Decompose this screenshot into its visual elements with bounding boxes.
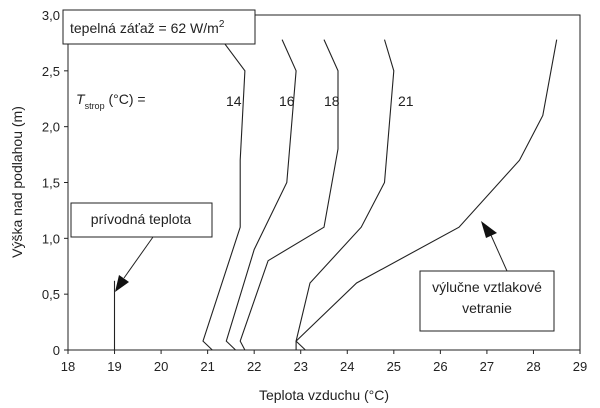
x-axis: 18 19 20 21 22 23 24 25 26 27 28 29 [61, 350, 587, 374]
svg-text:tepelná záťaž = 62 W/m2: tepelná záťaž = 62 W/m2 [70, 19, 225, 36]
x-tick-label: 21 [200, 359, 214, 374]
supply-temp-text: prívodná teplota [91, 211, 192, 227]
t-strop-symbol: T [76, 91, 86, 107]
supply-temp-arrow-line [123, 236, 154, 279]
heat-load-box [62, 9, 256, 45]
x-tick-label: 28 [526, 359, 540, 374]
heat-load-sup: 2 [219, 19, 225, 30]
buoyancy-box [419, 270, 555, 332]
buoyancy-arrowhead [481, 221, 497, 238]
buoyancy-text-line2: vetranie [462, 300, 512, 316]
y-tick-label: 3,0 [42, 8, 60, 23]
series-line-1 [202, 39, 246, 351]
heat-load-text: tepelná záťaž = 62 W/m [70, 20, 219, 36]
x-tick-label: 26 [433, 359, 447, 374]
series-line-4 [295, 39, 395, 350]
supply-temp-box [70, 202, 213, 238]
y-tick-label: 1,5 [42, 176, 60, 191]
series-line-5 [295, 39, 558, 351]
curve-label-16: 16 [279, 93, 295, 109]
curve-label-21: 21 [398, 93, 414, 109]
t-strop-unit: (°C) = [105, 91, 146, 107]
supply-temp-arrowhead [115, 275, 129, 292]
x-tick-label: 23 [293, 359, 307, 374]
buoyancy-arrow-line [489, 232, 508, 272]
buoyancy-text-line1: výlučne vztlakové [432, 279, 542, 295]
x-tick-label: 24 [340, 359, 354, 374]
series-group [113, 39, 558, 351]
x-tick-label: 18 [61, 359, 75, 374]
x-tick-label: 19 [107, 359, 121, 374]
y-tick-label: 1,0 [42, 231, 60, 246]
y-tick-label: 0 [53, 343, 60, 358]
y-axis: 0 0,5 1,0 1,5 2,0 2,5 3,0 [42, 8, 68, 358]
y-axis-title: Výška nad podlahou (m) [9, 106, 25, 258]
y-tick-label: 2,5 [42, 64, 60, 79]
series-line-2 [225, 39, 297, 351]
t-strop-label: Tstrop (°C) = [76, 91, 146, 111]
x-axis-title: Teplota vzduchu (°C) [259, 387, 389, 403]
series-line-3 [239, 39, 339, 351]
x-tick-label: 27 [480, 359, 494, 374]
y-tick-label: 0,5 [42, 287, 60, 302]
supply-temp-annotation: prívodná teplota [70, 202, 213, 292]
y-tick-label: 2,0 [42, 120, 60, 135]
x-tick-label: 25 [387, 359, 401, 374]
heat-load-annotation: tepelná záťaž = 62 W/m2 [62, 9, 256, 45]
curve-label-18: 18 [324, 93, 340, 109]
curve-label-14: 14 [226, 93, 242, 109]
t-strop-subscript: strop [85, 101, 105, 111]
x-tick-label: 20 [154, 359, 168, 374]
buoyancy-annotation: výlučne vztlakové vetranie [419, 221, 555, 332]
x-tick-label: 22 [247, 359, 261, 374]
x-tick-label: 29 [573, 359, 587, 374]
